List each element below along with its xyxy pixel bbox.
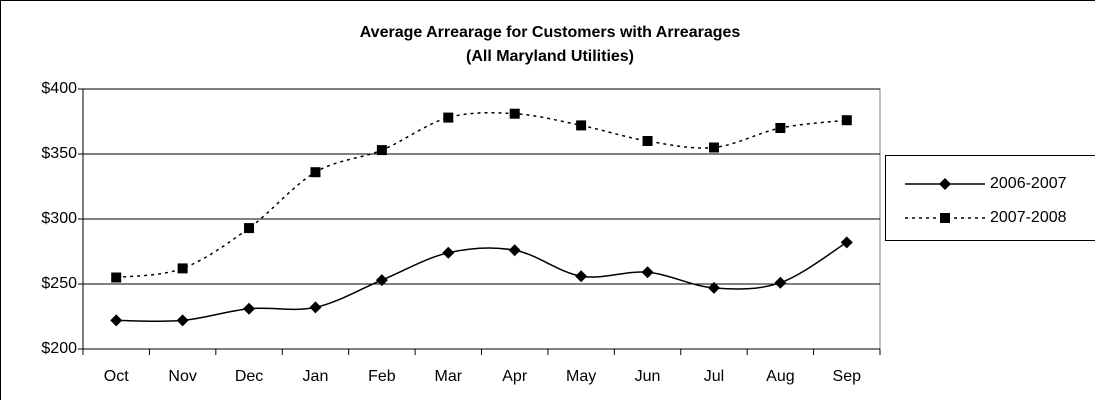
data-point xyxy=(243,302,256,315)
y-tick-label: $400 xyxy=(41,80,77,97)
data-point xyxy=(310,167,321,178)
x-tick-label: Sep xyxy=(833,368,862,385)
data-point xyxy=(708,142,719,153)
data-point xyxy=(641,266,654,279)
legend-label: 2007-2008 xyxy=(990,209,1067,226)
x-tick-label: Apr xyxy=(502,368,528,385)
data-point xyxy=(176,314,189,327)
x-tick-label: Mar xyxy=(435,368,463,385)
chart-title: Average Arrearage for Customers with Arr… xyxy=(360,24,741,41)
x-tick-label: Dec xyxy=(235,368,263,385)
legend-marker xyxy=(939,178,951,190)
series-line xyxy=(116,241,848,323)
data-point xyxy=(576,120,587,131)
x-tick-label: Aug xyxy=(766,368,794,385)
legend-label: 2006-2007 xyxy=(990,175,1067,192)
data-point xyxy=(376,145,387,156)
x-tick-label: May xyxy=(566,368,596,385)
data-point xyxy=(774,276,787,289)
x-tick-label: Jul xyxy=(704,368,724,385)
data-point xyxy=(177,263,188,274)
x-tick-label: Jan xyxy=(303,368,329,385)
y-tick-label: $350 xyxy=(41,145,77,162)
data-point xyxy=(375,274,388,287)
data-point xyxy=(110,314,123,327)
data-point xyxy=(508,244,521,257)
x-tick-label: Oct xyxy=(104,368,129,385)
data-point xyxy=(707,281,720,294)
x-tick-label: Feb xyxy=(368,368,396,385)
series-line xyxy=(116,112,847,279)
data-point xyxy=(841,115,852,126)
x-tick-label: Nov xyxy=(168,368,196,385)
legend-marker xyxy=(940,213,950,223)
data-point xyxy=(509,108,520,119)
y-tick-label: $300 xyxy=(41,210,77,227)
data-point xyxy=(244,223,255,234)
data-point xyxy=(840,236,853,249)
y-tick-label: $250 xyxy=(41,275,77,292)
data-point xyxy=(309,301,322,314)
legend-box xyxy=(885,155,1095,241)
data-point xyxy=(775,123,786,133)
chart-subtitle: (All Maryland Utilities) xyxy=(466,48,634,65)
y-tick-label: $200 xyxy=(41,340,77,357)
x-tick-label: Jun xyxy=(635,368,661,385)
data-point xyxy=(642,136,653,146)
data-point xyxy=(575,270,588,283)
data-point xyxy=(111,272,122,283)
data-point xyxy=(442,246,455,259)
data-point xyxy=(443,112,454,123)
